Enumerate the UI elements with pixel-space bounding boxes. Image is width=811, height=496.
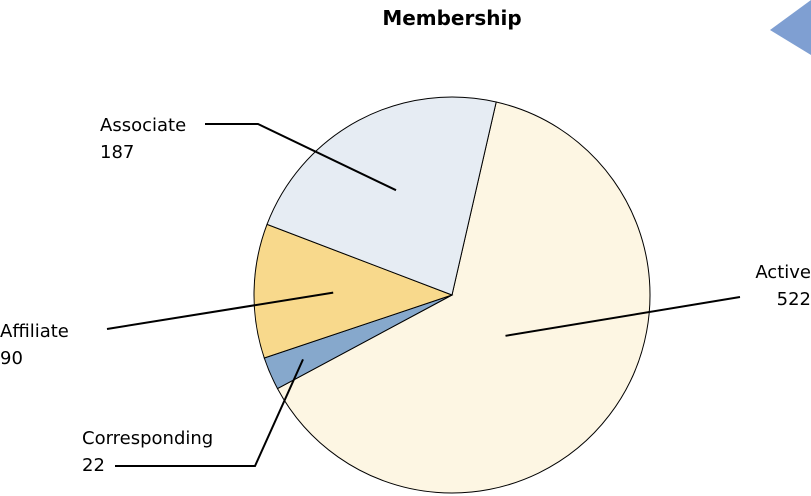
slice-label-value: 22: [82, 455, 105, 476]
slice-label-active: Active 522: [755, 262, 811, 310]
slice-label-name: Associate: [100, 115, 186, 136]
slice-label-value: 90: [0, 348, 23, 369]
pie-slice-active: [276, 101, 651, 494]
slice-label-value: 187: [100, 142, 134, 163]
slice-label-value: 522: [777, 289, 811, 310]
pie-slices: [253, 96, 651, 494]
slice-label-name: Affiliate: [0, 321, 69, 342]
leader-line-affiliate: [106, 291, 334, 330]
slice-label-affiliate: Affiliate 90: [0, 321, 69, 369]
slice-label-name: Active: [755, 262, 811, 283]
pie-slice-associate: [266, 96, 497, 296]
leader-line-active: [505, 296, 741, 337]
slice-label-associate: Associate 187: [100, 115, 186, 163]
leader-line-associate: [205, 123, 397, 192]
leader-line-corresponding: [115, 358, 304, 467]
leader-lines: [106, 123, 741, 467]
slice-label-name: Corresponding: [82, 428, 213, 449]
slice-label-corresponding: Corresponding 22: [82, 428, 213, 476]
chart-title: Membership: [382, 6, 521, 30]
corner-decoration: [770, 0, 811, 55]
slice-labels: Active 522 Corresponding 22 Affiliate 90 Assoc…: [0, 115, 811, 476]
pie-slice-affiliate: [253, 223, 454, 359]
